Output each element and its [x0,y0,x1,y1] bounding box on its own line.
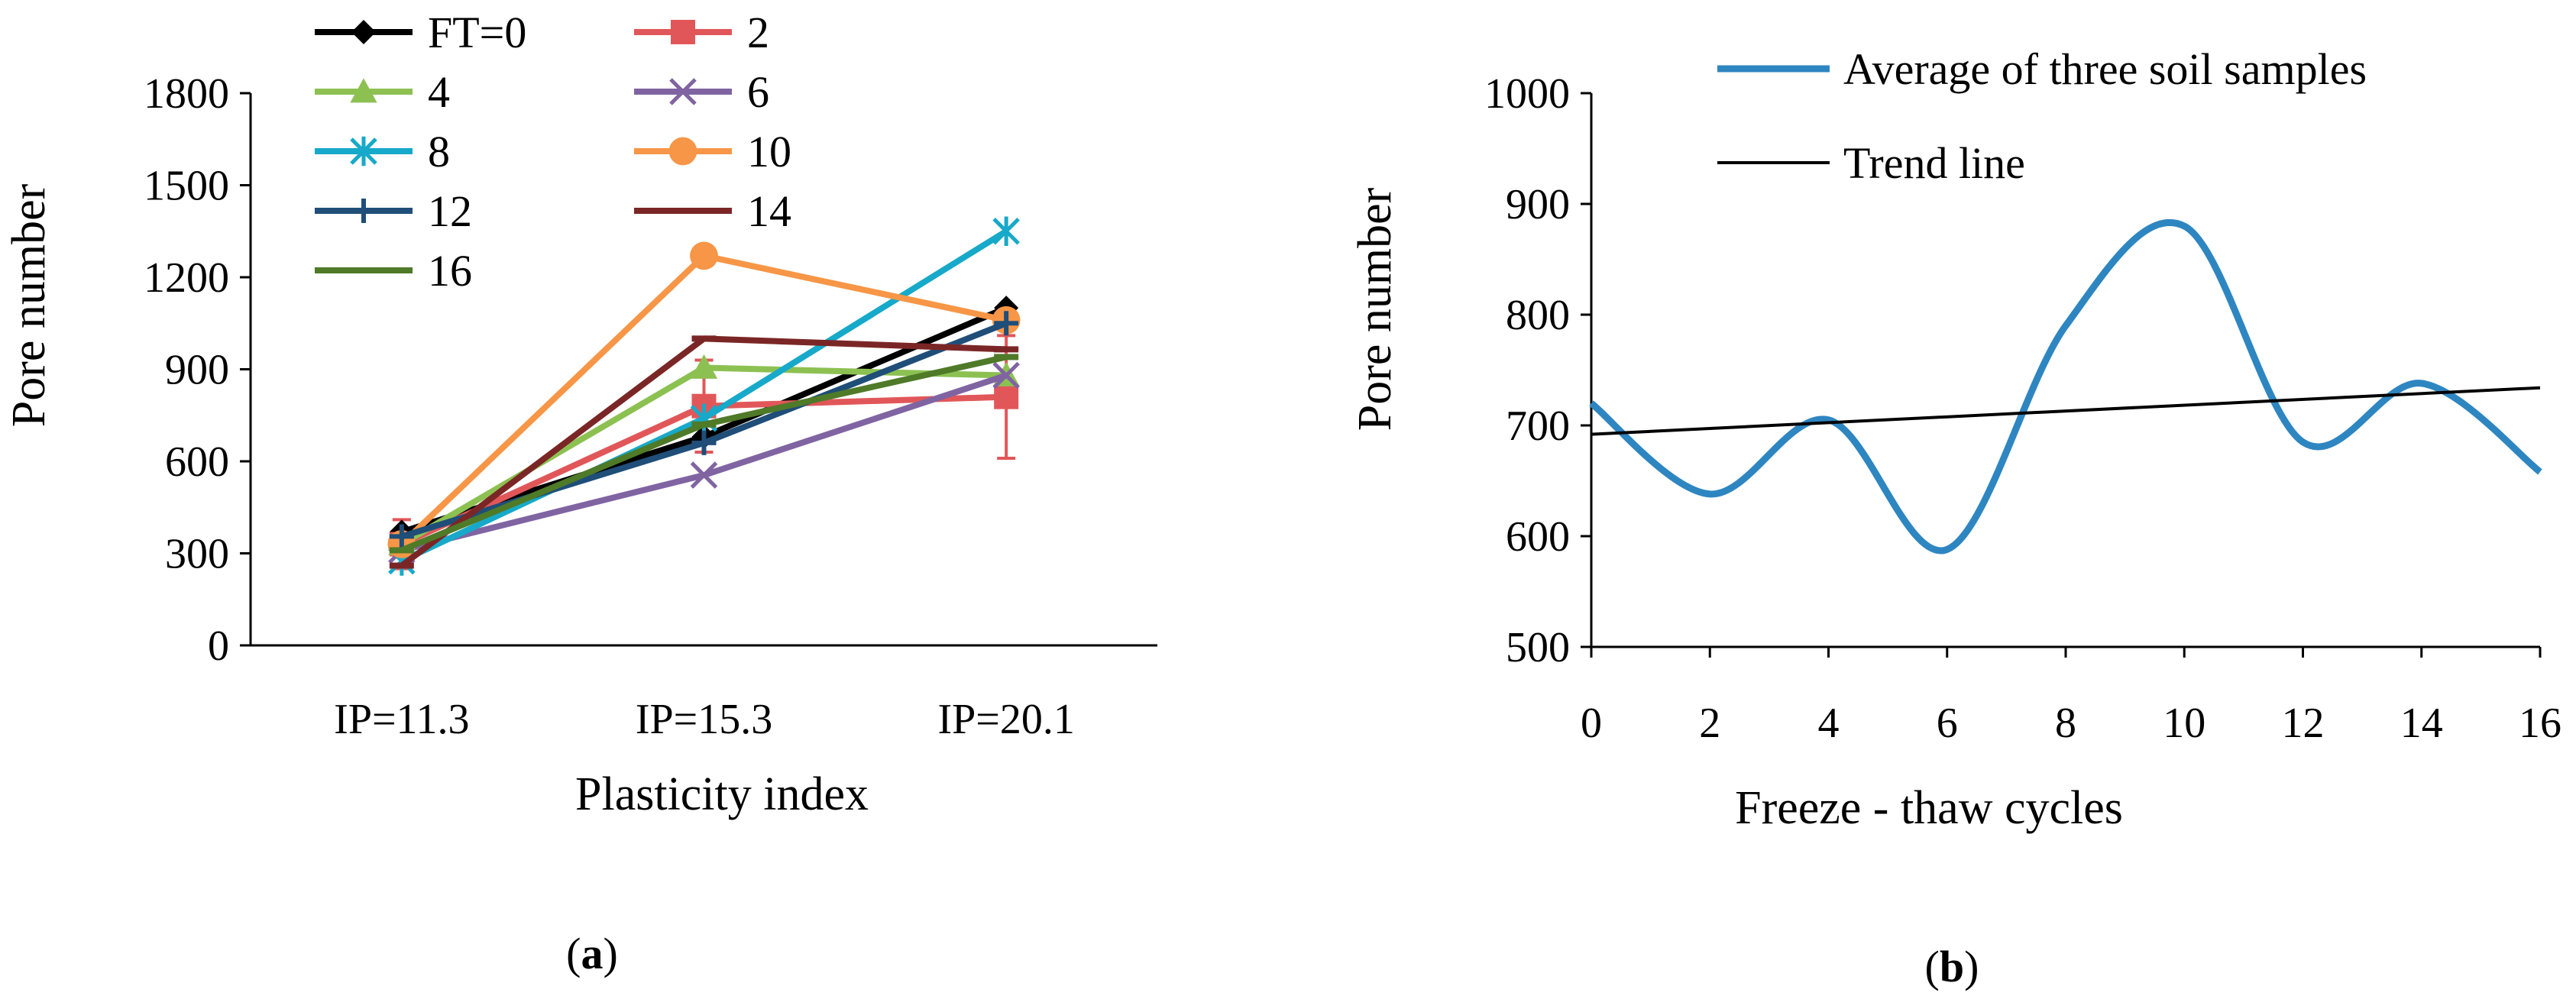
panel-a-legend-item: 6 [634,67,769,117]
panel-b-y-tick-labels: 500 600 700 800 900 1000 [1484,70,1570,671]
panel-b-legend-item: Average of three soil samples [1717,44,2367,94]
panel-a-legend-item: 2 [634,8,769,57]
panel-a-data-point [994,346,1019,353]
panel-b-y-tick-label: 900 [1506,181,1570,228]
panel-a-legend-item: 8 [315,127,450,176]
panel-b-chart: 500 600 700 800 900 1000 0 2 4 6 8 10 12 14 16 Averag… [1349,44,2561,991]
panel-b-y-tick-label: 500 [1506,624,1570,671]
panel-a-x-tick-label: IP=11.3 [334,696,469,743]
panel-a-legend: FT=0 2 4 6 8 10 12 14 16 [315,8,791,296]
panel-b-y-axis-title: Pore number [1349,187,1401,431]
panel-a-data-point [994,354,1019,360]
panel-a-legend-item: 10 [634,127,791,176]
panel-a-legend-marker [351,20,376,44]
panel-b-y-tick-label: 600 [1506,513,1570,561]
panel-b-x-tick-label: 2 [1699,700,1720,747]
panel-b-legend-item: Trend line [1717,138,2025,188]
panel-a-legend-label: 2 [747,8,769,57]
panel-a-y-tick-labels: 0 300 600 900 1200 1500 1800 [144,70,229,670]
panel-a-legend-item: 12 [315,186,472,236]
panel-b-x-tick-label: 12 [2282,700,2325,747]
panel-b-y-tick-label: 700 [1506,403,1570,450]
panel-a-legend-item: 14 [634,186,791,236]
panel-a-data-point [992,361,1020,390]
panel-a-data-point [691,421,717,428]
panel-a-legend-label: 4 [428,67,450,117]
panel-a-y-tick-label: 1800 [144,70,229,118]
panel-a-legend-marker [351,267,376,273]
panel-b-axes [1581,92,2542,658]
panel-b-average-line [1589,218,2542,554]
panel-a-label: (a) [566,929,618,978]
panel-b-legend: Average of three soil samples Trend line [1717,44,2367,188]
panel-a-y-tick-label: 300 [165,531,229,578]
panel-a-data-point [992,216,1020,246]
panel-a-legend-item: 16 [315,246,472,296]
panel-a-y-tick-label: 1200 [144,254,229,302]
panel-b-trend-line [1591,386,2541,436]
panel-b-x-tick-label: 16 [2519,700,2561,747]
panel-a-legend-label: 8 [428,127,450,176]
panel-a-data-point [691,430,717,455]
panel-a-data-point [690,354,718,379]
panel-b-series [1589,218,2542,554]
panel-a-legend-marker [668,137,697,166]
panel-a-data-point [691,335,717,342]
panel-b-x-tick-label: 6 [1937,700,1958,747]
panel-a-legend-marker [669,78,697,105]
panel-a-legend-label: FT=0 [428,8,526,57]
panel-a-x-tick-label: IP=15.3 [636,696,772,743]
panel-a-x-tick-labels: IP=11.3 IP=15.3 IP=20.1 [334,696,1075,743]
panel-b-x-tick-label: 8 [2055,700,2076,747]
panel-b-x-tick-labels: 0 2 4 6 8 10 12 14 16 [1581,700,2561,747]
panel-a-legend-marker [350,78,377,103]
panel-a-y-tick-label: 0 [208,622,229,670]
panel-b-legend-label: Average of three soil samples [1843,44,2367,94]
panel-b-x-axis-title: Freeze - thaw cycles [1735,782,2123,834]
panel-a-legend-item: FT=0 [315,8,526,57]
panel-a-data-point [690,241,718,270]
panel-a-axes [240,92,1157,647]
panel-b-x-tick-label: 0 [1581,700,1602,747]
panel-a-legend-label: 12 [428,186,472,236]
panel-a-legend-label: 14 [747,186,791,236]
panel-b-label: (b) [1925,942,1979,991]
panel-a-data-point [389,547,414,554]
panel-b-y-tick-label: 800 [1506,292,1570,339]
panel-a-y-axis-title: Pore number [3,183,55,427]
panel-a-y-tick-label: 1500 [144,163,229,210]
panel-a-x-axis-title: Plasticity index [575,768,869,820]
panel-a-legend-marker [350,136,377,166]
panel-a-y-tick-label: 600 [165,438,229,486]
panel-b-legend-label: Trend line [1843,138,2025,188]
panel-a-legend-marker [671,20,695,44]
panel-a-x-tick-label: IP=20.1 [937,696,1074,743]
panel-a-data-point [389,562,414,569]
panel-a-data-point [994,384,1019,409]
panel-a-data-point [690,461,718,489]
panel-b-x-tick-label: 4 [1818,700,1840,747]
panel-a-series-16 [389,354,1019,554]
panel-b-x-tick-label: 14 [2400,700,2443,747]
panel-b-x-tick-label: 10 [2163,700,2205,747]
panel-a-legend-label: 16 [428,246,472,296]
panel-a-legend-marker [671,208,695,214]
panel-a-legend-label: 6 [747,67,769,117]
panel-a-series-14 [389,335,1019,569]
panel-a-series [387,216,1021,576]
panel-a-data-point [389,524,414,549]
panel-a-legend-item: 4 [315,67,450,117]
panel-a-legend-marker [351,199,376,223]
panel-a-legend-label: 10 [747,127,791,176]
panel-a-data-point [994,311,1019,336]
panel-b-y-tick-label: 1000 [1484,70,1570,118]
panel-a-y-tick-label: 900 [165,347,229,394]
